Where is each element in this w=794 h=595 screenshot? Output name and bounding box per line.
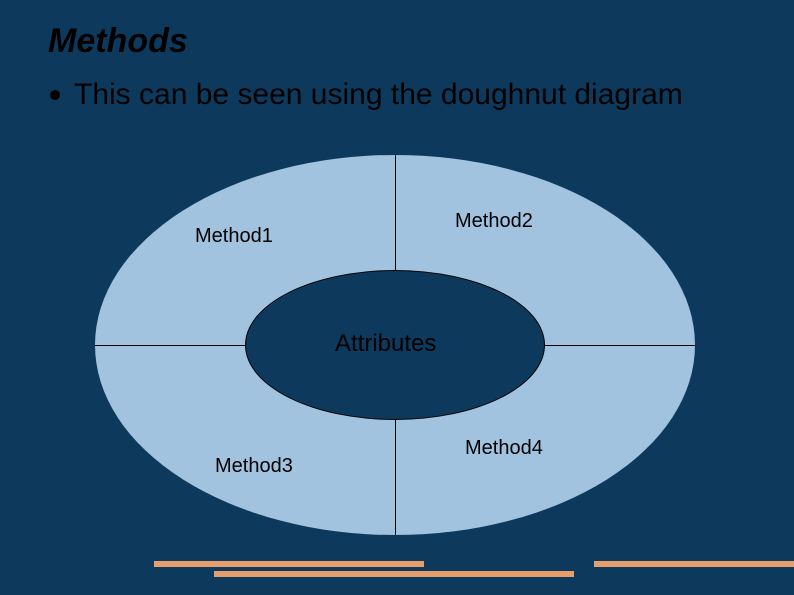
footer-bar: [424, 561, 594, 567]
divider-vertical-bottom: [395, 419, 396, 535]
quadrant-label-method1: Method1: [195, 225, 273, 248]
center-label-attributes: Attributes: [335, 330, 436, 358]
bullet-dot-icon: [50, 90, 60, 100]
quadrant-label-method2: Method2: [455, 210, 533, 233]
bullet-text: This can be seen using the doughnut diag…: [74, 78, 683, 112]
page-title: Methods: [48, 22, 188, 61]
footer-bar: [214, 571, 574, 577]
footer-bar: [154, 561, 424, 567]
quadrant-label-method3: Method3: [215, 455, 293, 478]
divider-horizontal-left: [95, 345, 246, 346]
divider-vertical-top: [395, 155, 396, 271]
footer-bar: [594, 561, 794, 567]
doughnut-diagram: Method1 Method2 Method3 Method4 Attribut…: [95, 155, 695, 535]
divider-horizontal-right: [544, 345, 695, 346]
footer-decoration: [154, 561, 794, 581]
quadrant-label-method4: Method4: [465, 437, 543, 460]
bullet-item: This can be seen using the doughnut diag…: [50, 78, 683, 112]
